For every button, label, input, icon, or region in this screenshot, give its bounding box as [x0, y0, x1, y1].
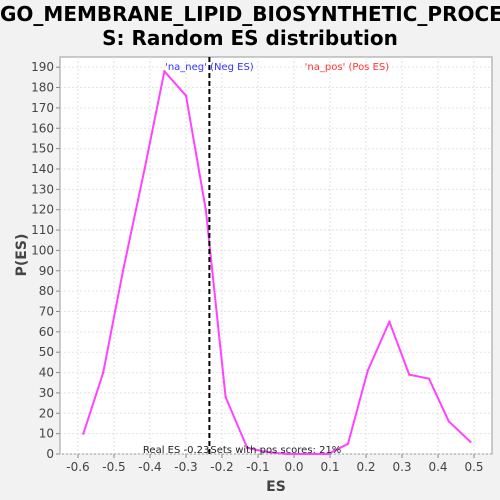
- data-point: [427, 377, 431, 380]
- data-point: [121, 269, 125, 272]
- x-tick-label: -0.1: [246, 460, 269, 474]
- data-point: [82, 432, 85, 435]
- y-tick-label: 60: [39, 325, 54, 339]
- y-tick-label: 130: [31, 182, 54, 196]
- data-point: [184, 94, 188, 97]
- y-tick-label: 10: [39, 427, 54, 441]
- data-point: [408, 373, 411, 376]
- data-point: [285, 452, 288, 456]
- y-tick-label: 180: [31, 81, 54, 95]
- chart-title-line-1: GO_MEMBRANE_LIPID_BIOSYNTHETIC_PROCES: [0, 2, 500, 26]
- y-tick-label: 110: [31, 223, 54, 237]
- y-axis-label: P(ES): [14, 234, 30, 277]
- y-tick-label: 190: [31, 60, 54, 74]
- y-tick-label: 30: [39, 386, 54, 400]
- real-es-text: Real ES -0.23: [143, 445, 209, 456]
- plot-background: [59, 56, 493, 455]
- y-tick-label: 0: [46, 447, 54, 461]
- data-point: [224, 395, 227, 399]
- x-tick-label: -0.6: [66, 460, 89, 474]
- y-tick-label: 90: [39, 264, 54, 278]
- y-tick-label: 160: [31, 121, 54, 135]
- x-tick-label: -0.2: [210, 460, 233, 474]
- y-tick-label: 100: [31, 243, 54, 257]
- x-axis-label: ES: [266, 479, 286, 495]
- neg-es-label: 'na_neg' (Neg ES): [165, 62, 254, 73]
- x-tick-label: 0.3: [392, 460, 411, 474]
- data-point: [102, 371, 105, 374]
- y-tick-label: 40: [39, 366, 54, 380]
- data-point: [346, 442, 350, 446]
- x-tick-label: -0.4: [138, 460, 161, 474]
- series-layer: [82, 70, 472, 456]
- x-tick-label: -0.3: [174, 460, 197, 474]
- data-point: [143, 167, 146, 171]
- axes: -0.6 -0.5 -0.4 -0.3 -0.2 -0.1 0.0 0.1 0.2 0.3 0.4 0…: [31, 60, 483, 474]
- pos-es-label: 'na_pos' (Pos ES): [305, 62, 390, 73]
- x-tick-label: 0.4: [428, 460, 447, 474]
- x-tick-label: 0.0: [284, 460, 303, 474]
- chart-title-line-2: S: Random ES distribution: [102, 26, 398, 50]
- x-tick-label: -0.5: [102, 460, 125, 474]
- chart-title: GO_MEMBRANE_LIPID_BIOSYNTHETIC_PROCES S:…: [0, 2, 500, 50]
- data-point: [366, 369, 369, 372]
- data-point: [307, 452, 310, 456]
- data-point: [388, 320, 391, 323]
- annotations: 'na_neg' (Neg ES) 'na_pos' (Pos ES) Real E…: [143, 57, 389, 456]
- data-point: [469, 440, 472, 443]
- data-point: [246, 446, 249, 450]
- data-point: [163, 70, 166, 73]
- y-tick-label: 120: [31, 203, 54, 217]
- x-tick-label: 0.2: [356, 460, 375, 474]
- data-point: [327, 452, 330, 456]
- y-tick-label: 20: [39, 406, 54, 420]
- y-tick-label: 140: [31, 162, 54, 176]
- y-tick-label: 150: [31, 142, 54, 156]
- es-distribution-line: [82, 70, 472, 455]
- y-tick-label: 80: [39, 284, 54, 298]
- y-tick-label: 50: [39, 345, 54, 359]
- pos-scores-text: Sets with pos scores: 21%: [210, 445, 341, 456]
- x-tick-label: 0.1: [320, 460, 339, 474]
- grid: [60, 57, 492, 455]
- y-tick-label: 70: [39, 304, 54, 318]
- data-point: [204, 208, 207, 211]
- data-point: [447, 420, 450, 423]
- x-tick-label: 0.5: [464, 460, 483, 474]
- data-point: [265, 450, 269, 454]
- y-tick-label: 170: [31, 101, 54, 115]
